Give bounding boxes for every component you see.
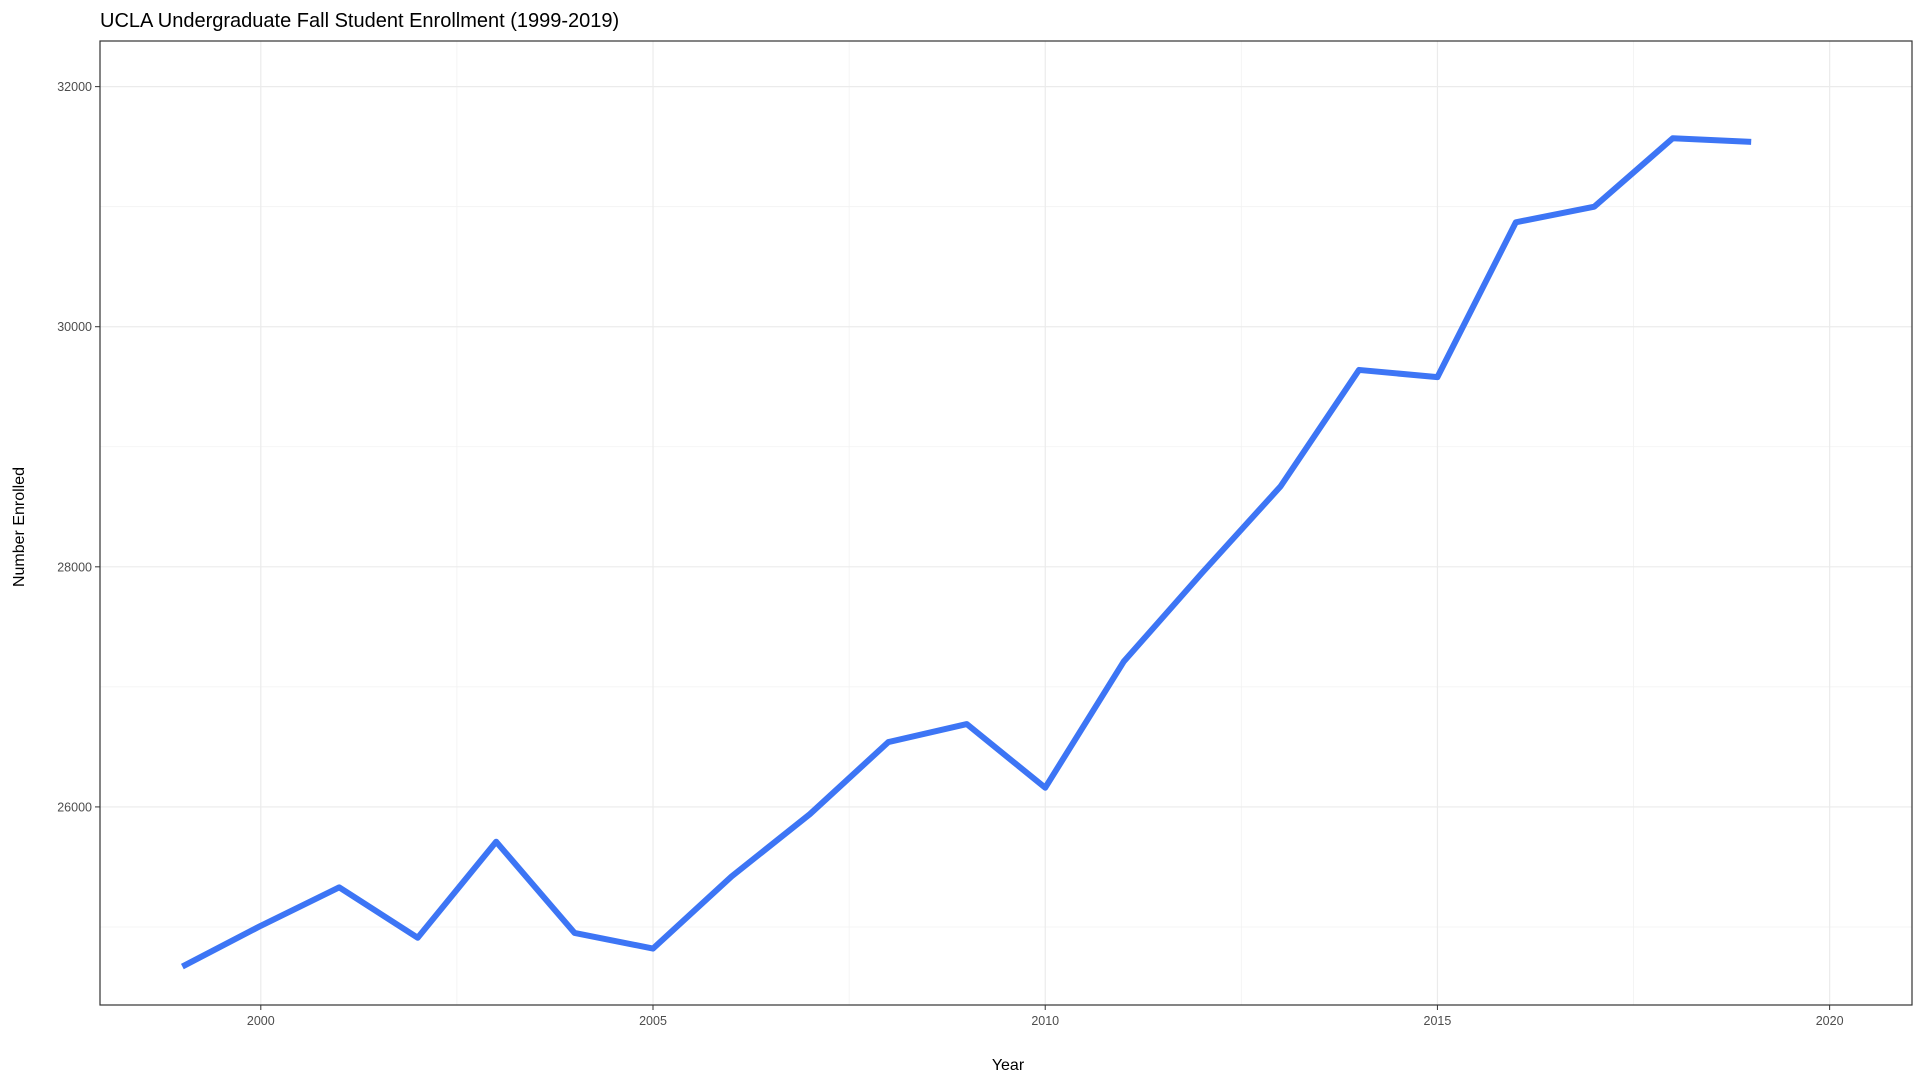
y-tick-label: 30000 xyxy=(57,320,92,334)
data-point xyxy=(728,874,734,880)
series-layer xyxy=(179,135,1754,970)
data-point xyxy=(1591,204,1597,210)
data-point xyxy=(1278,483,1284,489)
data-point xyxy=(1513,219,1519,225)
data-point xyxy=(1042,785,1048,791)
y-tick-label: 28000 xyxy=(57,560,92,574)
chart-title: UCLA Undergraduate Fall Student Enrollme… xyxy=(100,10,619,32)
data-point xyxy=(964,721,970,727)
data-point xyxy=(415,935,421,941)
data-point xyxy=(650,946,656,952)
data-point xyxy=(258,923,264,929)
data-point xyxy=(885,739,891,745)
plot-panel-border xyxy=(99,40,1913,1006)
y-tick-label: 26000 xyxy=(57,800,92,814)
data-point xyxy=(1199,570,1205,576)
data-point xyxy=(1121,659,1127,665)
data-point xyxy=(807,811,813,817)
data-point xyxy=(1434,374,1440,380)
data-point xyxy=(179,964,185,970)
x-tick-label: 2020 xyxy=(1816,1014,1844,1028)
grid-layer xyxy=(100,41,1912,1005)
data-point xyxy=(1356,367,1362,373)
data-point xyxy=(1748,139,1754,145)
axis-ticks: 2000 2005 2010 2015 2020 26000 28000 30000 32000 xyxy=(57,80,1843,1028)
x-tick-label: 2010 xyxy=(1031,1014,1059,1028)
series-line-0 xyxy=(180,135,1752,970)
data-point xyxy=(493,839,499,845)
y-tick-label: 32000 xyxy=(57,80,92,94)
x-tick-label: 2005 xyxy=(639,1014,667,1028)
y-axis-label: Number Enrolled xyxy=(11,467,28,587)
x-tick-label: 2015 xyxy=(1424,1014,1452,1028)
data-point xyxy=(1670,135,1676,141)
data-point xyxy=(572,930,578,936)
data-point xyxy=(336,884,342,890)
x-tick-label: 2000 xyxy=(247,1014,275,1028)
x-axis-label: Year xyxy=(992,1057,1025,1074)
